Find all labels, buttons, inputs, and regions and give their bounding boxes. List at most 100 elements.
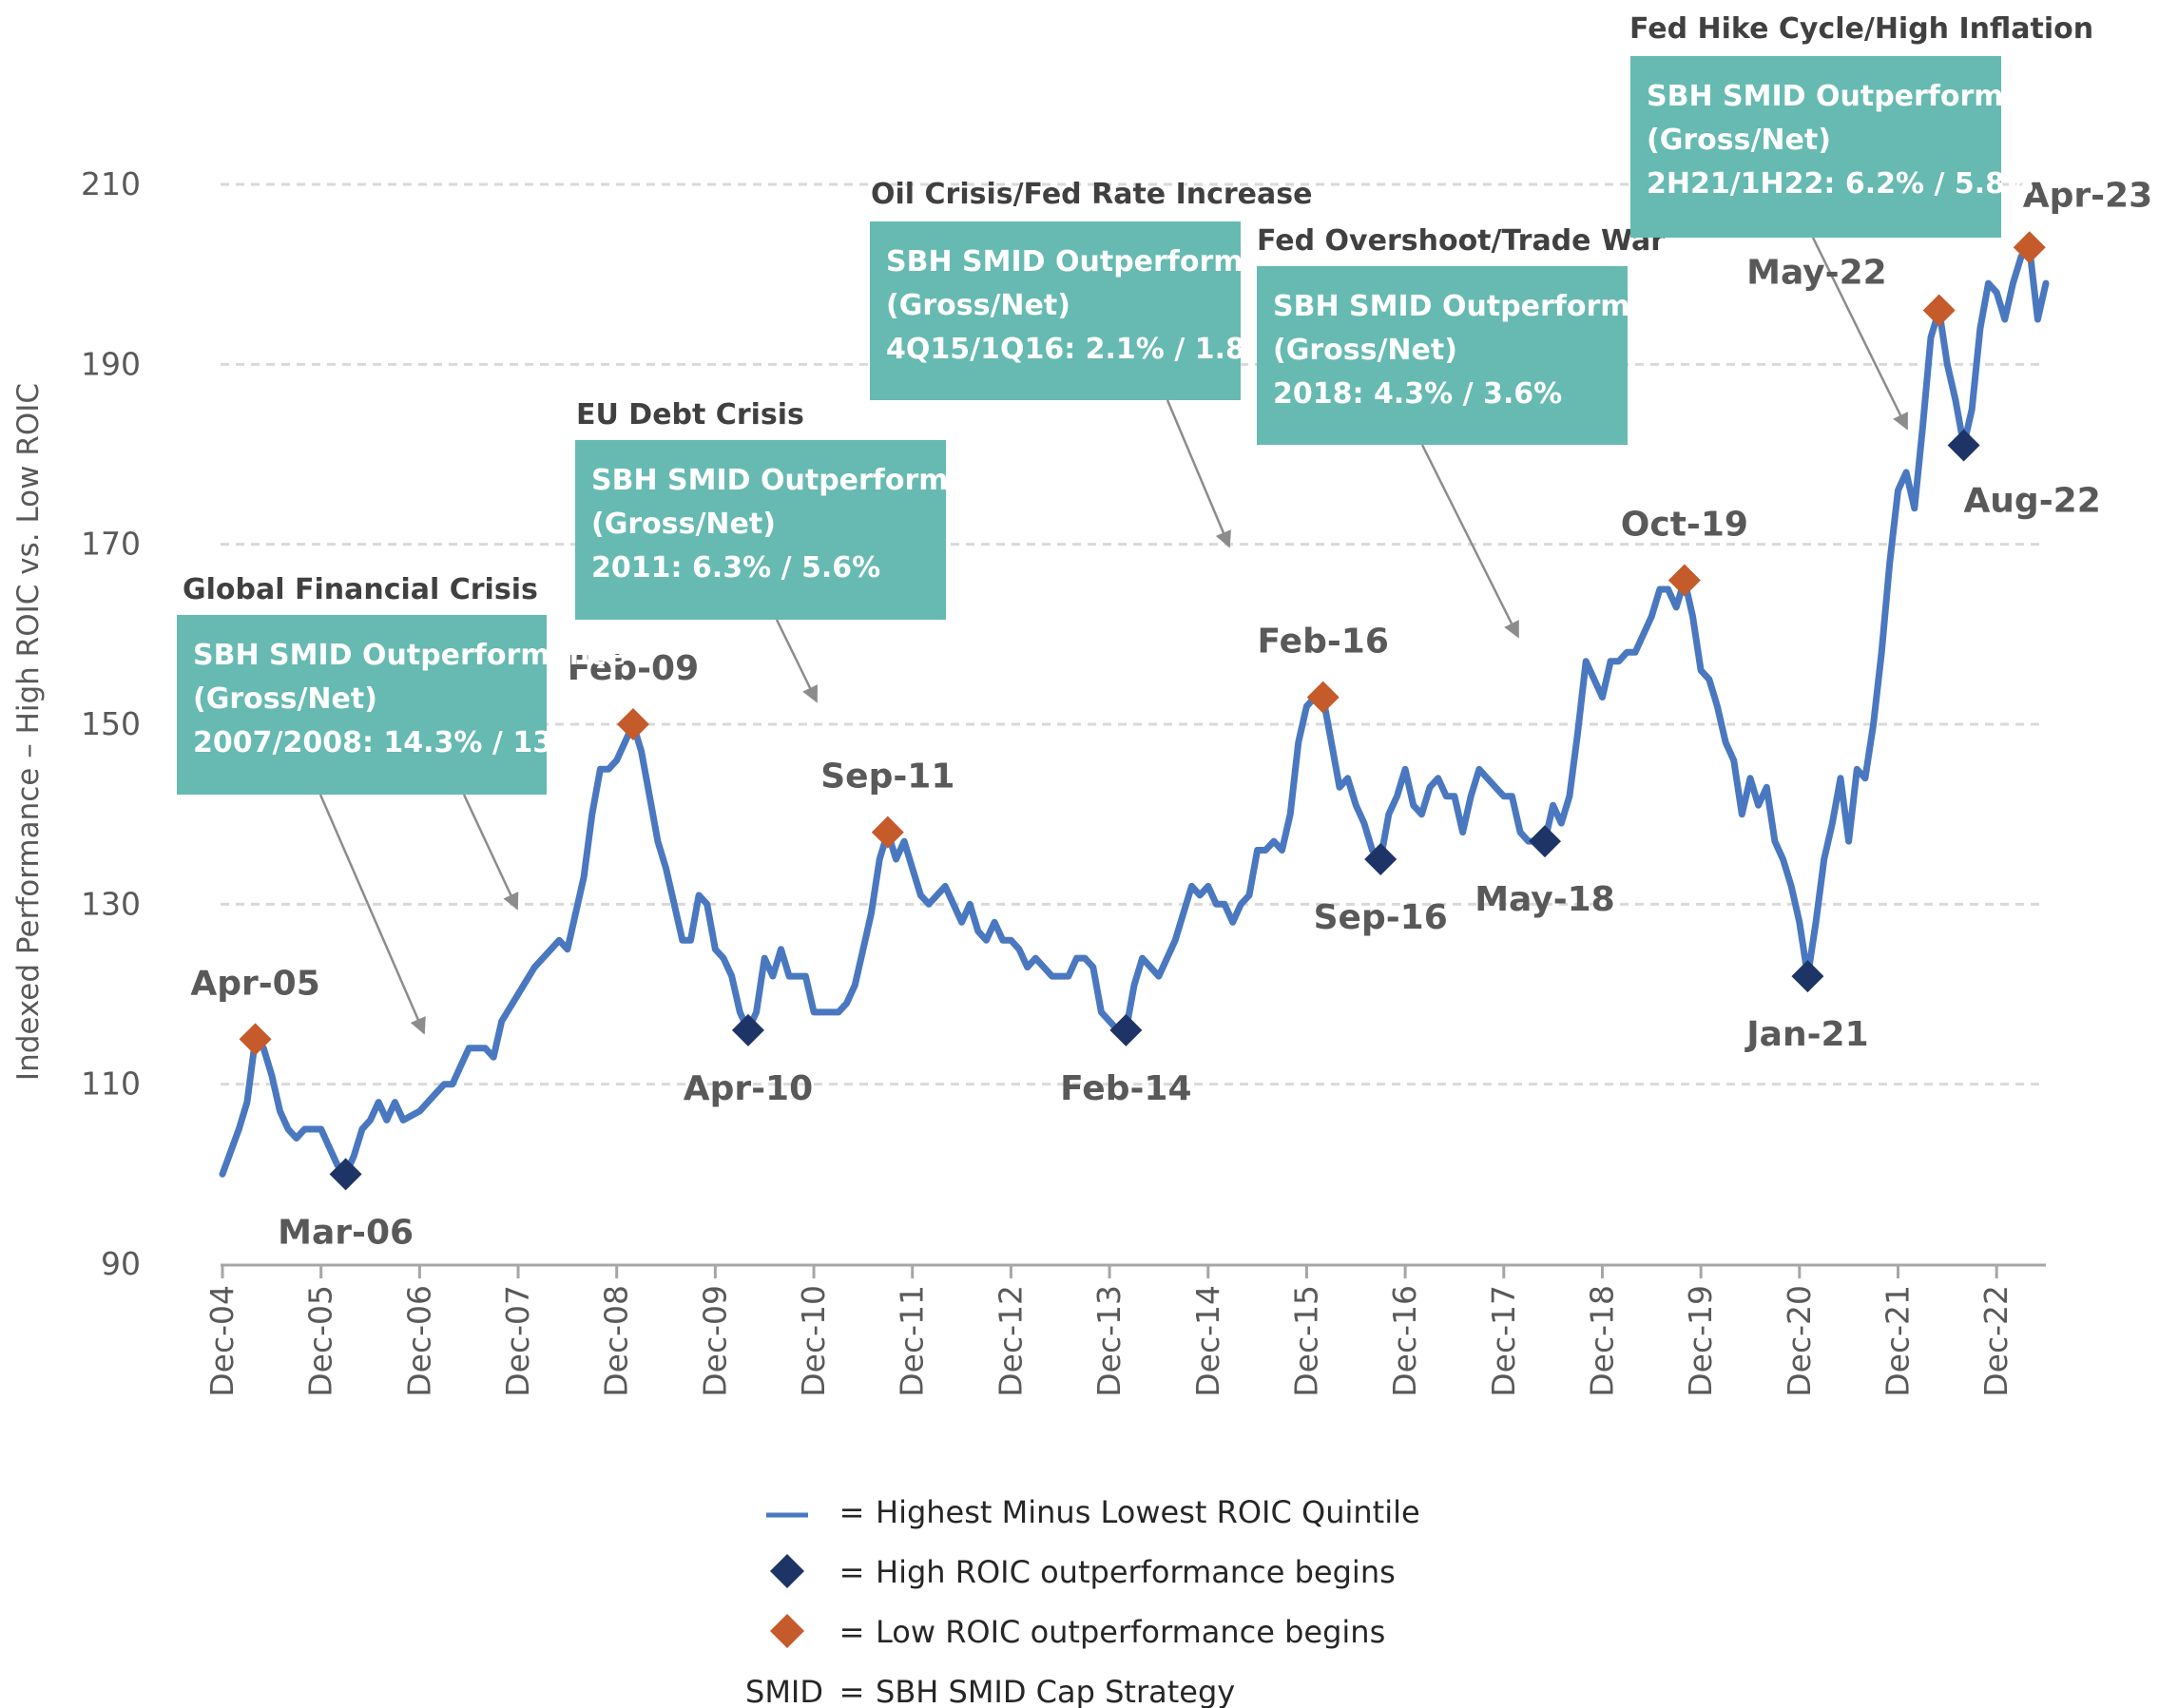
x-tick-label: Dec-08 [598, 1285, 635, 1397]
x-tick-label: Dec-11 [894, 1285, 931, 1397]
legend-equals: = [839, 1494, 865, 1530]
annotation-line: (Gross/Net) [1273, 334, 1457, 367]
annotation-line: SBH SMID Outperformance [1273, 290, 1706, 323]
annotation-arrow [462, 794, 519, 911]
high-roic-marker [731, 1013, 764, 1046]
annotation-line: 2007/2008: 14.3% / 13.6% [193, 726, 611, 759]
annotation-title: EU Debt Crisis [576, 398, 804, 432]
x-tick-label: Dec-13 [1090, 1285, 1128, 1397]
annotation-line: 2011: 6.3% / 5.6% [591, 551, 880, 585]
x-tick-label: Dec-20 [1781, 1285, 1818, 1397]
annotation-arrow [1811, 237, 1909, 431]
annotation-line: SBH SMID Outperformance [193, 639, 626, 672]
event-label: Apr-10 [684, 1069, 813, 1108]
high-roic-marker [329, 1158, 362, 1191]
annotation-box [1257, 266, 1628, 445]
annotation-arrow [1420, 444, 1520, 639]
annotation-2: EU Debt Crisis SBH SMID Outperformance (Gr… [575, 398, 1024, 620]
annotation-title: Global Financial Crisis [183, 573, 538, 606]
event-label: Feb-16 [1258, 623, 1389, 662]
low-roic-marker [239, 1023, 272, 1056]
high-roic-marker [1791, 960, 1824, 993]
event-label: Aug-22 [1963, 482, 2100, 521]
x-tick-label: Dec-15 [1287, 1285, 1324, 1397]
annotation-line: (Gross/Net) [886, 289, 1070, 322]
annotation-line: SBH SMID Outperformance [1647, 80, 2079, 113]
annotation-4: Fed Overshoot/Trade War SBH SMID Outperfo… [1257, 224, 1706, 445]
y-axis-label: Indexed Performance – High ROIC vs. Low … [11, 383, 46, 1081]
annotation-arrow [775, 619, 819, 703]
event-label: Apr-05 [190, 964, 319, 1003]
event-label: Feb-09 [568, 649, 699, 688]
event-label: Oct-19 [1621, 506, 1748, 545]
annotation-line: 2H21/1H22: 6.2% / 5.8% [1647, 167, 2034, 201]
low-roic-marker [1667, 564, 1701, 597]
legend-item: = High ROIC outperformance begins [770, 1554, 1396, 1590]
y-tick-label: 90 [101, 1245, 141, 1282]
annotation-3: Oil Crisis/Fed Rate Increase SBH SMID Out… [870, 178, 1319, 400]
x-tick-label: Dec-10 [795, 1285, 832, 1397]
legend-item: SMID = SBH SMID Cap Strategy [745, 1674, 1235, 1708]
annotation-title: Fed Overshoot/Trade War [1257, 224, 1665, 258]
x-tick-label: Dec-09 [696, 1285, 733, 1397]
event-label: May-22 [1746, 254, 1887, 293]
legend-abbrev: SMID [745, 1674, 823, 1708]
annotation-5: Fed Hike Cycle/High Inflation SBH SMID Ou… [1629, 12, 2093, 238]
legend-text: Highest Minus Lowest ROIC Quintile [876, 1494, 1420, 1530]
annotation-box [177, 615, 547, 795]
axes: 90 110 130 150 170 190 210 Dec-04 Dec-05 Dec-06 De… [81, 165, 2046, 1397]
high-roic-marker [1528, 825, 1561, 858]
annotation-line: 2018: 4.3% / 3.6% [1273, 377, 1562, 411]
annotation-arrow [318, 794, 426, 1035]
annotation-box [575, 440, 946, 620]
low-roic-marker [1306, 681, 1340, 714]
legend-text: Low ROIC outperformance begins [876, 1614, 1385, 1650]
low-roic-marker [871, 816, 904, 849]
legend-text: SBH SMID Cap Strategy [876, 1674, 1235, 1708]
event-label: Sep-11 [820, 758, 954, 796]
x-tick-label: Dec-04 [203, 1285, 241, 1397]
legend-item: = Highest Minus Lowest ROIC Quintile [766, 1494, 1420, 1530]
legend-equals: = [839, 1674, 865, 1708]
event-label: Apr-23 [2023, 176, 2152, 215]
x-tick-label: Dec-16 [1386, 1285, 1423, 1397]
x-tick-label: Dec-17 [1485, 1285, 1522, 1397]
annotation-line: 4Q15/1Q16: 2.1% / 1.8% [886, 333, 1274, 366]
series-line-roic-spread [219, 243, 2050, 1178]
annotation-line: (Gross/Net) [591, 508, 776, 541]
low-roic-marker [616, 708, 649, 740]
series-layer [219, 243, 2050, 1178]
annotation-1: Global Financial Crisis SBH SMID Outperfo… [177, 573, 626, 795]
event-label: May-18 [1475, 880, 1615, 919]
annotation-box [1630, 56, 2001, 238]
x-tick-label: Dec-18 [1583, 1285, 1620, 1397]
x-tick-label: Dec-19 [1682, 1285, 1719, 1397]
y-tick-label: 130 [81, 885, 141, 922]
x-tick-label: Dec-12 [992, 1285, 1029, 1397]
x-tick-label: Dec-07 [499, 1285, 536, 1397]
high-roic-marker [1109, 1013, 1143, 1046]
y-tick-label: 210 [81, 165, 141, 202]
annotation-line: (Gross/Net) [1647, 124, 1831, 157]
x-tick-label: Dec-21 [1879, 1285, 1916, 1397]
annotation-line: SBH SMID Outperformance [886, 245, 1319, 278]
legend-equals: = [839, 1554, 865, 1590]
annotation-boxes: Global Financial Crisis SBH SMID Outperfo… [177, 12, 2093, 795]
event-label: Mar-06 [278, 1213, 414, 1252]
y-tick-label: 150 [81, 705, 141, 742]
legend-item: = Low ROIC outperformance begins [770, 1614, 1385, 1650]
event-label: Jan-21 [1744, 1015, 1868, 1054]
annotation-line: SBH SMID Outperformance [591, 464, 1024, 497]
x-tick-label: Dec-06 [400, 1285, 437, 1397]
low-roic-marker [2013, 231, 2046, 264]
y-tick-label: 170 [81, 526, 141, 563]
annotation-line: (Gross/Net) [193, 682, 377, 716]
annotation-arrow [1166, 399, 1231, 548]
event-markers [239, 231, 2046, 1191]
x-tick-label: Dec-14 [1189, 1285, 1226, 1397]
legend: = Highest Minus Lowest ROIC Quintile = High… [745, 1494, 1420, 1708]
legend-equals: = [839, 1614, 865, 1650]
legend-text: High ROIC outperformance begins [876, 1554, 1396, 1590]
annotation-arrows [318, 237, 1909, 1035]
annotation-box [870, 221, 1241, 400]
